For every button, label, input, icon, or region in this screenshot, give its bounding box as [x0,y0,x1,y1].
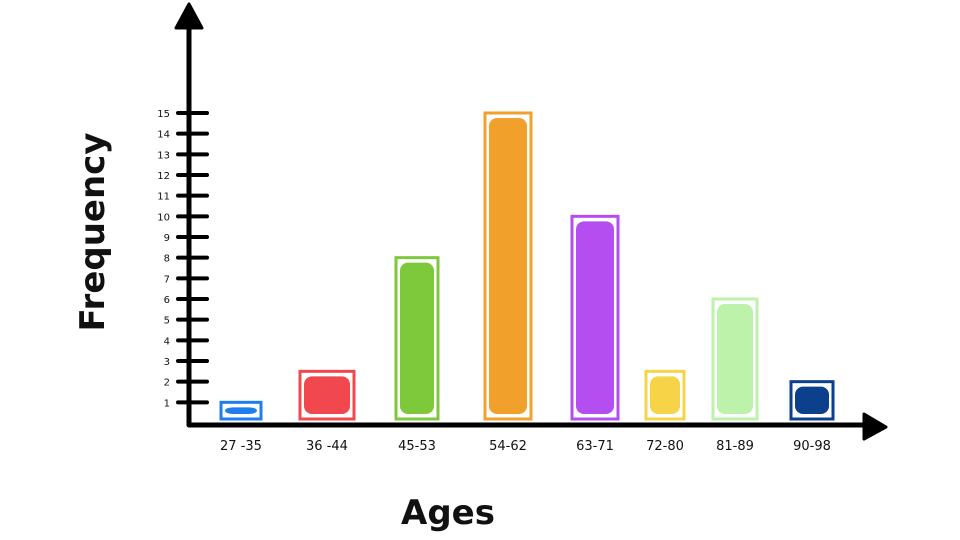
bar [298,369,356,421]
y-tick-label: 10 [157,212,170,223]
bar-outline [394,256,440,421]
x-tick-label: 63-71 [576,439,614,454]
bar-fill [400,262,434,414]
y-tick-label: 3 [164,357,170,368]
y-tick-label: 9 [164,233,170,244]
bar-fill [576,221,614,414]
bar-outline [219,400,263,421]
bar-fill [489,118,527,414]
bars-group [219,111,835,421]
x-axis-title: Ages [401,493,495,533]
bar [644,369,686,421]
x-tick-label: 54-62 [489,439,527,454]
bar-outline [789,380,835,421]
y-tick-label: 6 [164,295,170,306]
bar-outline [483,111,533,421]
y-axis-title: Frequency [73,132,113,331]
bar-fill [717,304,753,414]
y-tick-label: 8 [164,254,170,265]
bar-outline [711,297,759,421]
x-axis-arrow-icon [862,412,888,441]
bar [483,111,533,421]
y-axis-arrow-icon [174,2,204,30]
bar-outline [298,369,356,421]
axes-group [174,2,888,441]
y-tick-label: 15 [157,109,170,120]
bar-fill [795,386,829,414]
y-tick-label: 11 [157,192,170,203]
bar-fill [225,407,257,414]
y-tick-label: 5 [164,316,170,327]
x-tick-labels-group: 27 -35 36 -44 45-53 54-62 63-71 72-80 81-89 90-… [220,439,831,454]
y-tick-label: 12 [157,171,170,182]
bar [711,297,759,421]
x-tick-label: 27 -35 [220,439,262,454]
bar [570,214,620,421]
bar-outline [570,214,620,421]
y-tick-label: 13 [157,150,170,161]
y-tick-label: 1 [164,398,170,409]
bar [394,256,440,421]
x-tick-label: 36 -44 [306,439,348,454]
x-tick-label: 72-80 [646,439,684,454]
x-tick-label: 81-89 [716,439,754,454]
y-tick-label: 14 [157,130,170,141]
x-tick-label: 45-53 [398,439,436,454]
x-tick-label: 90-98 [793,439,831,454]
bar-fill [304,376,350,414]
y-tick-label: 4 [164,336,170,347]
y-tick-label: 7 [164,274,170,285]
bar [219,400,263,421]
bar-outline [644,369,686,421]
bar-fill [650,376,680,414]
bar [789,380,835,421]
y-tick-label: 2 [164,378,170,389]
